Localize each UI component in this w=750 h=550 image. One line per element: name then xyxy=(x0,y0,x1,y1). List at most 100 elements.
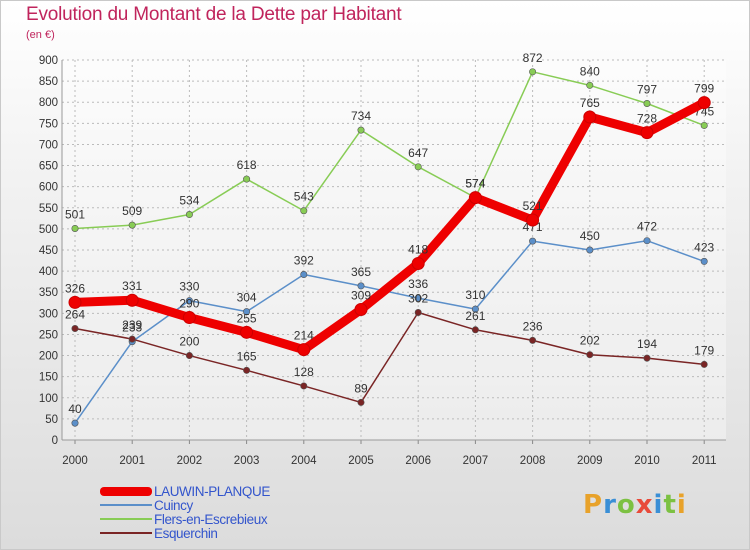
data-label-lauwin-planque-2002: 290 xyxy=(179,297,199,311)
legend-label-esquerchin: Esquerchin xyxy=(154,525,218,541)
data-label-cuincy-2006: 336 xyxy=(408,277,428,291)
series-line-lauwin-planque xyxy=(70,98,709,355)
x-tick-label-2004: 2004 xyxy=(291,455,317,467)
point-esquerchin-2001 xyxy=(128,335,136,343)
point-cuincy-2007 xyxy=(471,305,479,313)
y-tick-label-250: 250 xyxy=(39,329,58,341)
data-label-flers-en-escrebieux-2007: 574 xyxy=(465,177,485,191)
legend-swatch-cuincy xyxy=(100,504,152,506)
legend-swatch-flers-en-escrebieux xyxy=(100,518,152,520)
logo-letter-t: t xyxy=(663,490,677,520)
point-esquerchin-2008 xyxy=(529,336,537,344)
y-tick-label-350: 350 xyxy=(39,287,58,299)
data-label-cuincy-2007: 310 xyxy=(465,288,485,302)
data-label-esquerchin-2011: 179 xyxy=(694,343,714,357)
x-tick-label-2009: 2009 xyxy=(577,455,603,467)
point-cuincy-2009 xyxy=(586,246,594,254)
data-label-lauwin-planque-2011: 799 xyxy=(694,82,714,96)
point-cuincy-2002 xyxy=(185,297,193,305)
x-tick-label-2007: 2007 xyxy=(463,455,489,467)
point-lauwin-planque-2003 xyxy=(240,325,254,339)
data-label-esquerchin-2003: 165 xyxy=(237,349,257,363)
data-label-cuincy-2011: 423 xyxy=(694,240,714,254)
data-label-esquerchin-2009: 202 xyxy=(580,334,600,348)
data-label-cuincy-2000: 40 xyxy=(68,402,82,416)
legend-label-flers-en-escrebieux: Flers-en-Escrebieux xyxy=(154,511,268,527)
point-esquerchin-2010 xyxy=(643,354,651,362)
legend-swatch-lauwin-planque xyxy=(100,486,152,496)
point-lauwin-planque-2009 xyxy=(583,110,597,124)
chart-title: Evolution du Montant de la Dette par Hab… xyxy=(26,4,402,25)
data-label-esquerchin-2005: 89 xyxy=(354,381,368,395)
data-label-esquerchin-2001: 239 xyxy=(122,318,142,332)
point-flers-en-escrebieux-2004 xyxy=(300,207,308,215)
point-esquerchin-2011 xyxy=(700,360,708,368)
data-label-esquerchin-2010: 194 xyxy=(637,337,657,351)
series-lauwin-planque: 326 331 290 255 214 309 418 574 521 765 728 799 xyxy=(65,82,715,357)
data-label-lauwin-planque-2010: 728 xyxy=(637,112,657,126)
legend-item-flers-en-escrebieux: Flers-en-Escrebieux xyxy=(100,511,360,527)
point-flers-en-escrebieux-2009 xyxy=(586,81,594,89)
point-lauwin-planque-2008 xyxy=(526,213,540,227)
point-flers-en-escrebieux-2001 xyxy=(128,221,136,229)
legend-item-lauwin-planque: LAUWIN-PLANQUE xyxy=(100,483,360,499)
y-tick-label-550: 550 xyxy=(39,203,58,215)
point-lauwin-planque-2007 xyxy=(468,191,482,205)
legend-item-esquerchin: Esquerchin xyxy=(100,525,360,541)
data-label-flers-en-escrebieux-2009: 840 xyxy=(580,64,600,78)
point-flers-en-escrebieux-2006 xyxy=(414,163,422,171)
data-label-esquerchin-2007: 261 xyxy=(465,309,485,323)
data-label-lauwin-planque-2004: 214 xyxy=(294,329,314,343)
series-esquerchin: 264 239 200 165 128 89 302 261 236 202 194 179 xyxy=(65,291,715,406)
y-tick-label-650: 650 xyxy=(39,161,58,173)
point-esquerchin-2007 xyxy=(471,326,479,334)
logo-letter-i2: i xyxy=(676,490,687,520)
data-label-flers-en-escrebieux-2005: 734 xyxy=(351,109,371,123)
point-esquerchin-2003 xyxy=(243,366,251,374)
point-cuincy-2011 xyxy=(700,257,708,265)
point-lauwin-planque-2004 xyxy=(297,343,311,357)
point-flers-en-escrebieux-2003 xyxy=(243,175,251,183)
y-tick-label-150: 150 xyxy=(39,372,58,384)
data-label-flers-en-escrebieux-2002: 534 xyxy=(179,194,199,208)
logo-letter-i: i xyxy=(653,490,664,520)
data-label-esquerchin-2000: 264 xyxy=(65,308,85,322)
data-label-cuincy-2003: 304 xyxy=(237,291,257,305)
point-flers-en-escrebieux-2002 xyxy=(185,211,193,219)
legend-label-cuincy: Cuincy xyxy=(154,497,193,513)
point-cuincy-2010 xyxy=(643,237,651,245)
data-label-flers-en-escrebieux-2003: 618 xyxy=(237,158,257,172)
y-tick-label-900: 900 xyxy=(39,55,58,67)
data-label-flers-en-escrebieux-2004: 543 xyxy=(294,190,314,204)
point-esquerchin-2006 xyxy=(414,308,422,316)
data-label-cuincy-2004: 392 xyxy=(294,253,314,267)
point-lauwin-planque-2002 xyxy=(182,311,196,325)
y-tick-label-200: 200 xyxy=(39,351,58,363)
y-tick-label-450: 450 xyxy=(39,245,58,257)
point-cuincy-2006 xyxy=(414,294,422,302)
data-label-flers-en-escrebieux-2000: 501 xyxy=(65,207,85,221)
point-lauwin-planque-2011 xyxy=(697,96,711,110)
logo-letter-r: r xyxy=(603,490,617,520)
data-label-esquerchin-2006: 302 xyxy=(408,291,428,305)
y-tick-label-850: 850 xyxy=(39,76,58,88)
chart-legend: LAUWIN-PLANQUE Cuincy Flers-en-Escrebieu… xyxy=(100,483,360,541)
logo-letter-x: x xyxy=(635,490,654,520)
y-tick-label-500: 500 xyxy=(39,224,58,236)
series-line-esquerchin xyxy=(74,311,705,404)
point-lauwin-planque-2010 xyxy=(640,126,654,140)
data-label-flers-en-escrebieux-2001: 509 xyxy=(122,204,142,218)
point-flers-en-escrebieux-2010 xyxy=(643,99,651,107)
point-lauwin-planque-2000 xyxy=(68,295,82,309)
data-label-esquerchin-2004: 128 xyxy=(294,365,314,379)
legend-label-lauwin-planque: LAUWIN-PLANQUE xyxy=(154,483,270,499)
y-tick-label-50: 50 xyxy=(45,414,58,426)
x-tick-label-2003: 2003 xyxy=(234,455,260,467)
x-tick-label-2002: 2002 xyxy=(177,455,203,467)
x-tick-label-2001: 2001 xyxy=(119,455,145,467)
series-line-flers-en-escrebieux xyxy=(74,71,705,230)
plot-area xyxy=(62,60,726,440)
x-tick-label-2005: 2005 xyxy=(348,455,374,467)
data-label-cuincy-2010: 472 xyxy=(637,220,657,234)
